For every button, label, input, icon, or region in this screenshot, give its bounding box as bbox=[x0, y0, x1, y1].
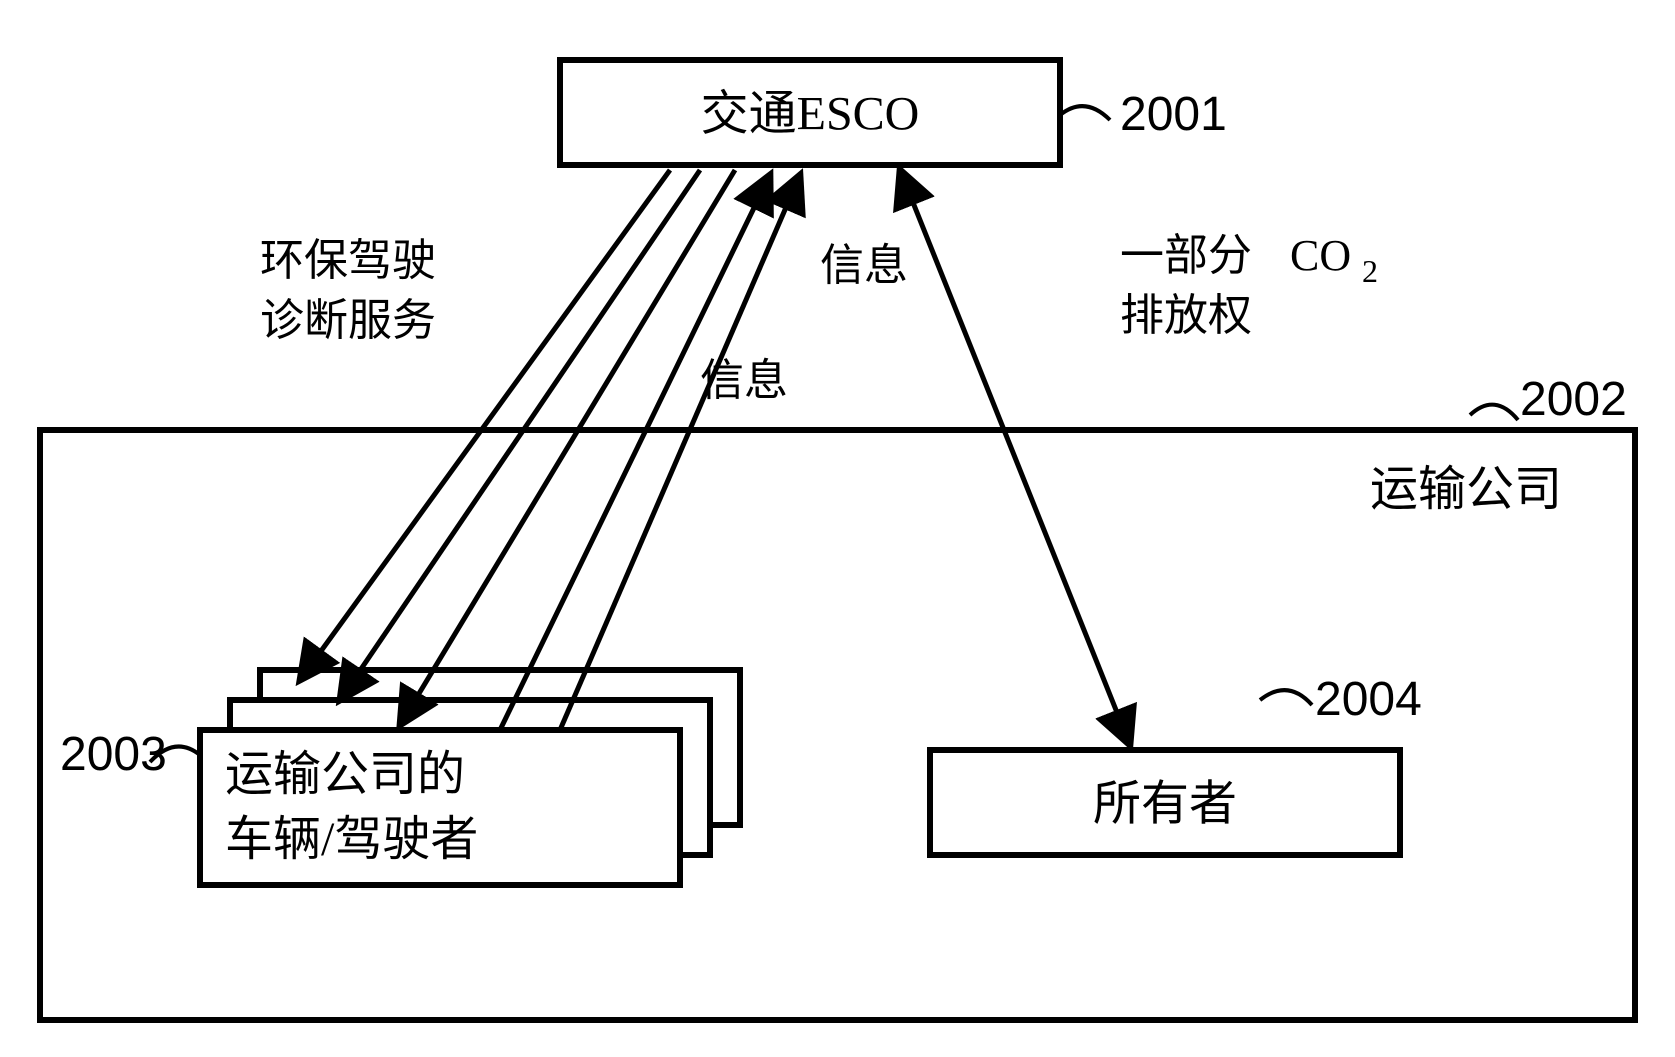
vehicles-label-line2: 车辆/驾驶者 bbox=[225, 813, 478, 866]
vehicles-label-line1: 运输公司的 bbox=[225, 748, 465, 801]
ref-2001: 2001 bbox=[1120, 88, 1227, 141]
flow-arrow bbox=[500, 175, 770, 730]
diagram-canvas: 运输公司 交通ESCO 运输公司的 车辆/驾驶者 所有者 环保驾驶 诊断服务 信… bbox=[0, 0, 1675, 1057]
ref-tick bbox=[1260, 690, 1312, 705]
ref-2003: 2003 bbox=[60, 728, 167, 781]
eco-service-label-1: 环保驾驶 bbox=[260, 236, 436, 285]
co2-label-co: CO bbox=[1290, 231, 1351, 280]
ref-ticks bbox=[150, 106, 1518, 762]
info-label-1: 信息 bbox=[820, 241, 908, 290]
ref-2002: 2002 bbox=[1520, 373, 1627, 426]
esco-label: 交通ESCO bbox=[701, 87, 920, 140]
transport-company-label: 运输公司 bbox=[1370, 463, 1562, 516]
ref-tick bbox=[1470, 405, 1518, 420]
owner-label: 所有者 bbox=[1093, 777, 1237, 830]
co2-label-sub2: 2 bbox=[1362, 253, 1378, 289]
flow-arrow bbox=[900, 170, 1130, 745]
ref-2004: 2004 bbox=[1315, 673, 1422, 726]
info-label-2: 信息 bbox=[700, 356, 788, 405]
ref-tick bbox=[1060, 106, 1110, 120]
co2-label-part-a: 一部分 bbox=[1120, 231, 1252, 280]
co2-label-line2: 排放权 bbox=[1120, 291, 1252, 340]
eco-service-label-2: 诊断服务 bbox=[260, 296, 436, 345]
